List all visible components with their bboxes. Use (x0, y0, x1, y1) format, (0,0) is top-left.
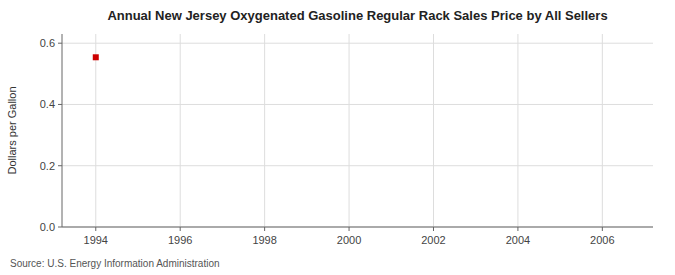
tick-label: 2000 (337, 234, 361, 246)
tick (602, 227, 603, 231)
tick (180, 227, 181, 231)
tick (58, 227, 62, 228)
chart: Annual New Jersey Oxygenated Gasoline Re… (0, 0, 675, 275)
tick (95, 227, 96, 231)
tick (264, 227, 265, 231)
tick (349, 227, 350, 231)
axes: 0.0 0.2 0.4 0.6 1994 1996 1998 2000 2002 2004 2006 (40, 34, 653, 246)
x-axis (62, 227, 653, 228)
grid-line (180, 34, 181, 227)
grid-line (349, 34, 350, 227)
grid-line (62, 227, 653, 228)
title: Annual New Jersey Oxygenated Gasoline Re… (107, 8, 607, 23)
y-axis-label: Dollars per Gallon (6, 86, 18, 174)
tick (58, 104, 62, 105)
grid-line (264, 34, 265, 227)
grid-line (62, 43, 653, 44)
tick (433, 227, 434, 231)
tick-label: 0.6 (40, 37, 55, 49)
y-axis (62, 34, 63, 227)
grid (62, 34, 653, 227)
tick-label: 1996 (168, 234, 192, 246)
tick-label: 0.0 (40, 221, 55, 233)
annotation: Source: U.S. Energy Information Administ… (10, 258, 220, 269)
grid-line (62, 165, 653, 166)
tick-label: 1998 (252, 234, 276, 246)
grid-line (433, 34, 434, 227)
tick (58, 165, 62, 166)
grid-line (517, 34, 518, 227)
tick (58, 43, 62, 44)
tick (517, 227, 518, 231)
tick-label: 2004 (506, 234, 530, 246)
point (93, 54, 99, 60)
tick-label: 1994 (84, 234, 108, 246)
grid-line (62, 104, 653, 105)
marks (93, 54, 99, 60)
tick-label: 2002 (421, 234, 445, 246)
tick-label: 2006 (590, 234, 614, 246)
grid-line (95, 34, 96, 227)
tick-label: 0.2 (40, 160, 55, 172)
tick-label: 0.4 (40, 98, 55, 110)
grid-line (602, 34, 603, 227)
